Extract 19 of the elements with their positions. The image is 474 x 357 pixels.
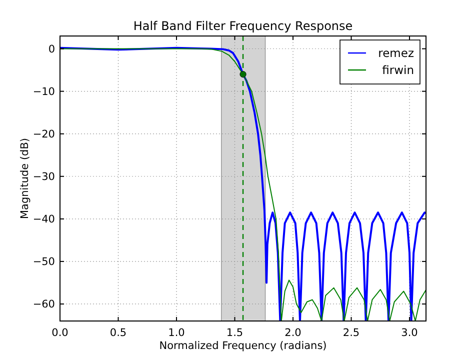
y-tick-label: 0 [48,43,55,56]
legend-label: firwin [382,63,414,78]
x-tick-label: 3.0 [401,327,418,339]
y-tick-label: −50 [32,256,55,268]
y-tick-label: −30 [32,171,55,184]
x-tick-label: 1.0 [168,327,185,339]
x-axis-title: Normalized Frequency (radians) [159,340,327,352]
y-tick-label: −20 [32,128,55,141]
y-tick-label: −40 [32,214,55,226]
x-tick-label: 0.0 [52,327,68,339]
chart-title: Half Band Filter Frequency Response [133,19,353,33]
x-tick-label: 0.5 [110,327,127,339]
x-tick-label: 1.5 [226,327,244,339]
legend-label: remez [378,46,414,60]
x-tick-label: 2.5 [342,327,360,339]
y-tick-label: −60 [32,298,55,311]
y-axis-title: Magnitude (dB) [19,138,31,220]
x-tick-label: 2.0 [284,327,302,339]
y-tick-label: −10 [32,86,55,98]
